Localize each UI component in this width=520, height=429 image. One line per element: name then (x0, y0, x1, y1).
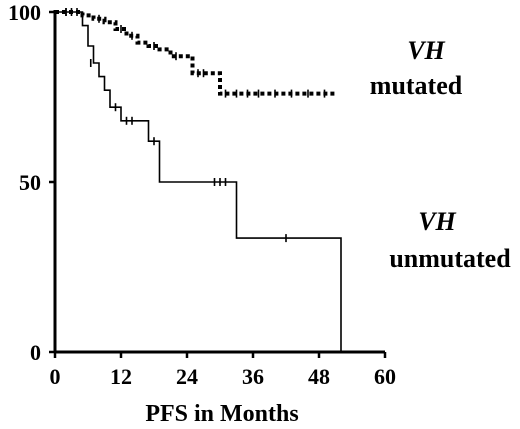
y-tick-label: 50 (19, 170, 41, 195)
x-tick-label: 48 (308, 364, 330, 389)
series-unmutated-line (55, 11, 342, 352)
annotation-unmutated-label: unmutated (389, 244, 511, 273)
x-tick-label: 36 (242, 364, 264, 389)
annotation-mutated-vh: VH (407, 36, 445, 65)
y-tick-label: 100 (8, 0, 41, 25)
series-mutated-line (55, 10, 336, 96)
x-tick-label: 24 (176, 364, 198, 389)
y-tick-label: 0 (30, 340, 41, 365)
x-axis-title: PFS in Months (145, 401, 298, 427)
x-tick-label: 12 (110, 364, 132, 389)
annotation-unmutated-vh: VH (418, 207, 456, 236)
series-layer (55, 8, 342, 352)
axes: 0 12 24 36 48 60 0 50 100 (8, 0, 396, 389)
labels: PFS in Months VH mutated VH unmutated (145, 36, 511, 427)
x-tick-label: 60 (374, 364, 396, 389)
annotation-mutated-label: mutated (370, 71, 463, 100)
x-tick-label: 0 (50, 364, 61, 389)
